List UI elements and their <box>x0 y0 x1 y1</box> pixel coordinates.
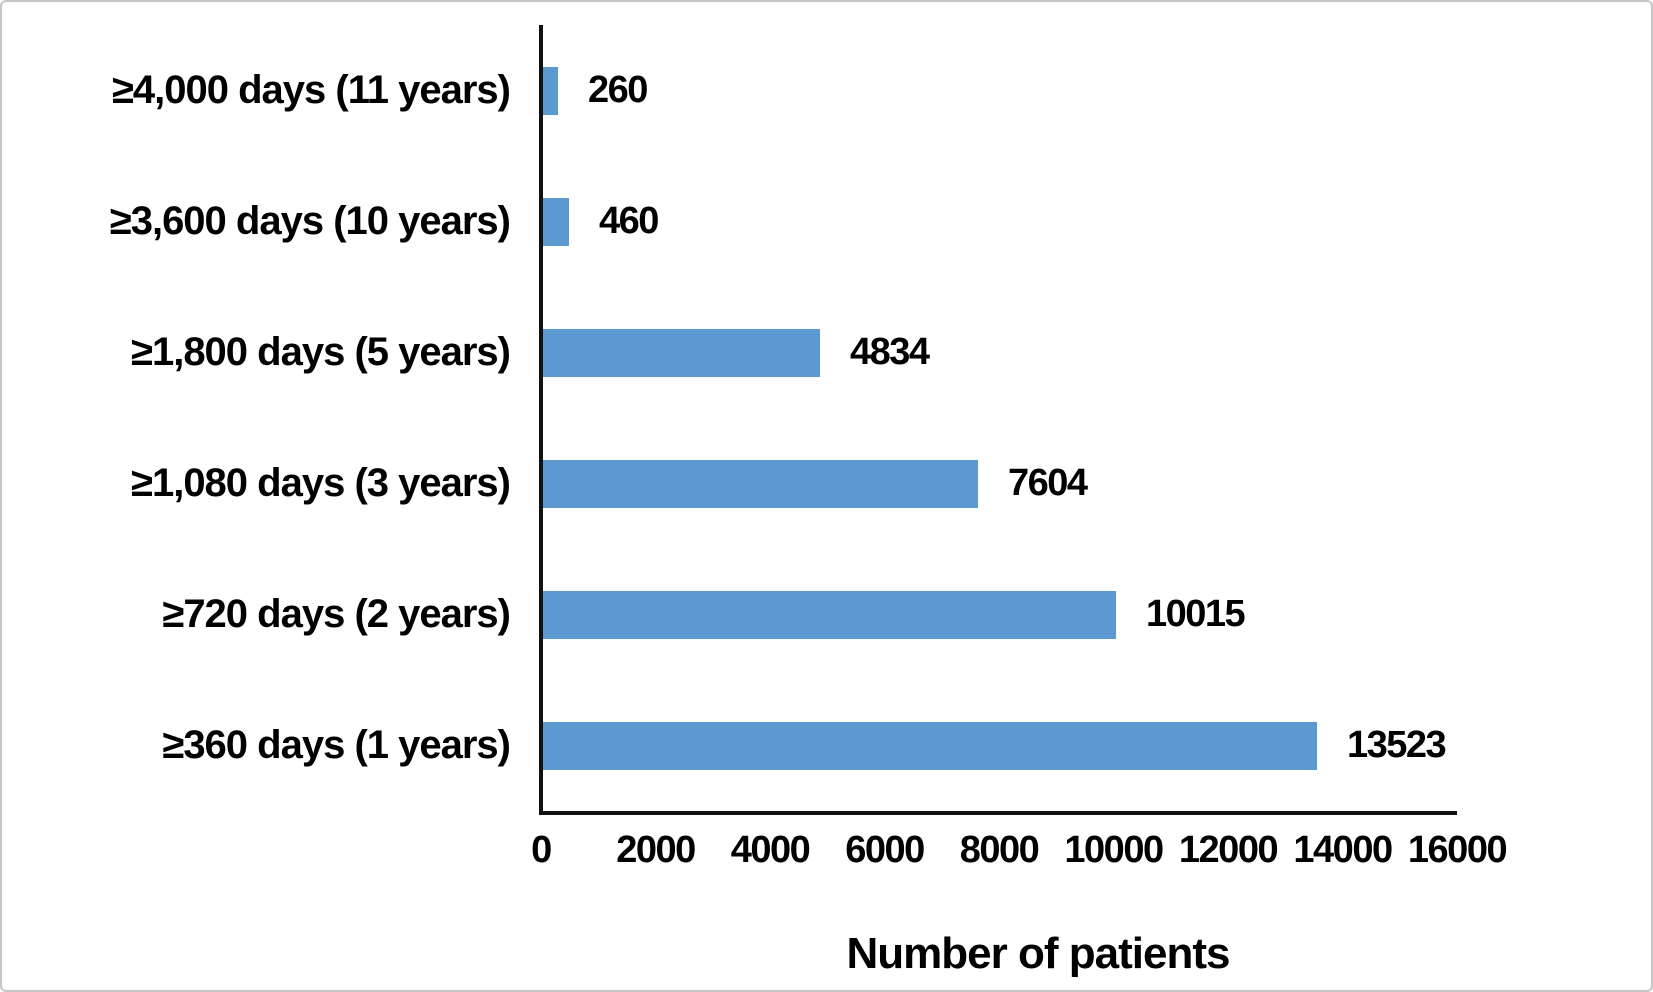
plot-axes <box>539 25 1457 815</box>
x-tick-label: 2000 <box>616 829 696 871</box>
x-tick-label: 8000 <box>959 829 1040 871</box>
x-tick-label: 6000 <box>845 829 925 871</box>
category-label: ≥1,800 days (5 years) <box>131 330 511 374</box>
bar <box>543 197 569 246</box>
x-tick-label: 16000 <box>1407 829 1508 871</box>
bar <box>543 459 978 508</box>
bar <box>543 66 558 115</box>
value-label: 4834 <box>850 331 930 373</box>
x-tick-label: 12000 <box>1178 829 1279 871</box>
value-label: 10015 <box>1146 593 1246 635</box>
value-label: 7604 <box>1008 462 1088 504</box>
value-label: 13523 <box>1347 724 1447 766</box>
category-label: ≥1,080 days (3 years) <box>131 461 511 505</box>
x-tick-label: 10000 <box>1064 829 1164 871</box>
value-label: 260 <box>588 69 648 111</box>
category-label: ≥360 days (1 years) <box>162 723 511 767</box>
category-label: ≥3,600 days (10 years) <box>109 199 511 243</box>
x-tick-label: 14000 <box>1293 829 1393 871</box>
x-tick-label: 4000 <box>730 829 811 871</box>
bar <box>543 328 820 377</box>
bar <box>543 590 1116 639</box>
x-tick-label: 0 <box>531 829 552 871</box>
category-label: ≥720 days (2 years) <box>162 592 511 636</box>
category-label: ≥4,000 days (11 years) <box>111 68 511 112</box>
value-label: 460 <box>599 200 659 242</box>
bar <box>543 721 1317 770</box>
x-axis-title: Number of patients <box>846 929 1231 978</box>
